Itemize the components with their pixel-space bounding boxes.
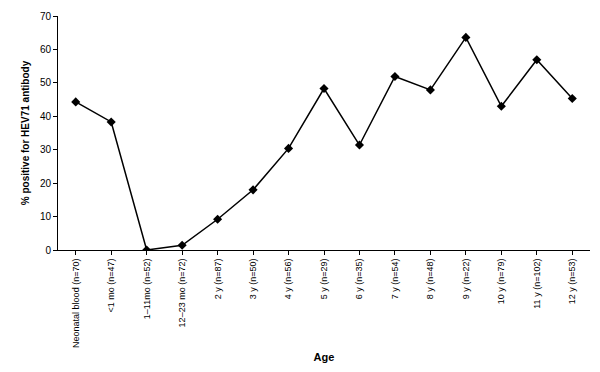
svg-text:8 y (n=48): 8 y (n=48) xyxy=(425,259,435,300)
svg-text:0: 0 xyxy=(45,245,51,256)
svg-text:70: 70 xyxy=(40,11,52,22)
svg-text:50: 50 xyxy=(40,77,52,88)
svg-text:12–23 mo (n=72): 12–23 mo (n=72) xyxy=(177,259,187,328)
svg-text:Neonatal blood (n=70): Neonatal blood (n=70) xyxy=(71,259,81,348)
svg-text:6 y (n=35): 6 y (n=35) xyxy=(354,259,364,300)
svg-text:20: 20 xyxy=(40,178,52,189)
svg-text:7 y (n=54): 7 y (n=54) xyxy=(390,259,400,300)
svg-text:3 y (n=50): 3 y (n=50) xyxy=(248,259,258,300)
svg-text:30: 30 xyxy=(40,144,52,155)
svg-text:11 y (n=102): 11 y (n=102) xyxy=(532,259,542,309)
svg-text:40: 40 xyxy=(40,111,52,122)
svg-text:Age: Age xyxy=(314,351,335,363)
svg-text:1–11mo (n=52): 1–11mo (n=52) xyxy=(142,259,152,320)
svg-text:12 y (n=53): 12 y (n=53) xyxy=(567,259,577,305)
svg-text:<1 mo (n=47): <1 mo (n=47) xyxy=(106,259,116,313)
svg-text:10: 10 xyxy=(40,211,52,222)
svg-text:% positive for HEV71 antibody: % positive for HEV71 antibody xyxy=(20,60,31,205)
svg-text:4 y (n=56): 4 y (n=56) xyxy=(283,259,293,300)
svg-text:10 y (n=79): 10 y (n=79) xyxy=(496,259,506,305)
svg-text:5 y (n=29): 5 y (n=29) xyxy=(319,259,329,300)
svg-text:2 y (n=87): 2 y (n=87) xyxy=(213,259,223,300)
svg-text:60: 60 xyxy=(40,44,52,55)
svg-text:9 y (n=22): 9 y (n=22) xyxy=(461,259,471,300)
